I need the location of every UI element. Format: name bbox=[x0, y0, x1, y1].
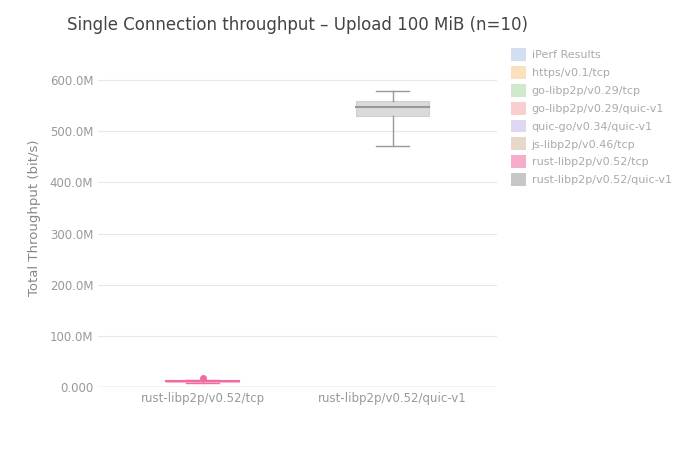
Legend: iPerf Results, https/v0.1/tcp, go-libp2p/v0.29/tcp, go-libp2p/v0.29/quic-v1, qui: iPerf Results, https/v0.1/tcp, go-libp2p… bbox=[510, 48, 671, 186]
Y-axis label: Total Throughput (bit/s): Total Throughput (bit/s) bbox=[28, 140, 41, 297]
Bar bbox=[356, 101, 428, 116]
Title: Single Connection throughput – Upload 100 MiB (n=10): Single Connection throughput – Upload 10… bbox=[67, 16, 528, 34]
Bar bbox=[167, 381, 239, 382]
